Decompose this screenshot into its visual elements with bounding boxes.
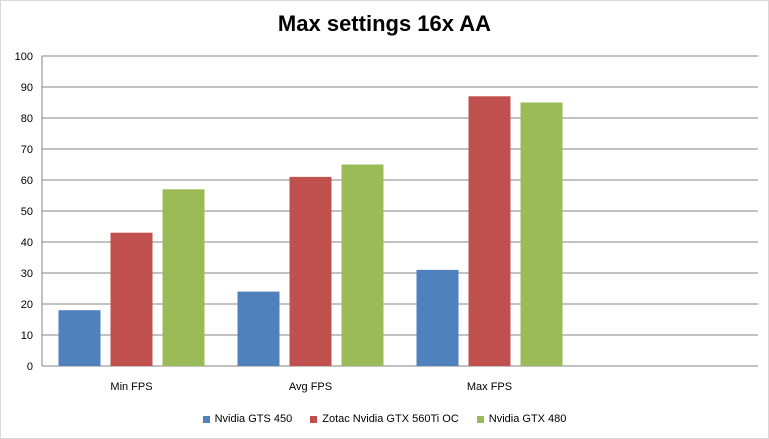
y-tick-label: 20 [21, 299, 33, 311]
y-tick-label: 60 [21, 175, 33, 187]
chart-title: Max settings 16x AA [277, 11, 492, 36]
bar-nvidia-gtx-480-avg-fps [341, 164, 384, 366]
y-tick-label: 90 [21, 82, 33, 94]
x-category-label: Min FPS [110, 381, 152, 393]
legend-item: Nvidia GTX 480 [476, 413, 567, 425]
legend-label: Nvidia GTX 480 [488, 413, 567, 425]
legend-label: Nvidia GTS 450 [214, 413, 293, 425]
chart-legend: Nvidia GTS 450 Zotac Nvidia GTX 560Ti OC N… [1, 413, 768, 425]
x-category-label: Max FPS [467, 381, 512, 393]
y-tick-label: 40 [21, 237, 33, 249]
bar-zotac-nvidia-gtx-560ti-oc-avg-fps [289, 176, 332, 366]
y-tick-label: 10 [21, 330, 33, 342]
legend-swatch [310, 415, 318, 423]
legend-swatch [476, 415, 484, 423]
bar-zotac-nvidia-gtx-560ti-oc-max-fps [468, 96, 511, 367]
x-category-label: Avg FPS [289, 381, 332, 393]
y-tick-label: 70 [21, 144, 33, 156]
bar-nvidia-gts-450-avg-fps [237, 291, 280, 366]
y-tick-label: 50 [21, 206, 33, 218]
bar-nvidia-gts-450-min-fps [58, 310, 101, 366]
bar-zotac-nvidia-gtx-560ti-oc-min-fps [110, 232, 153, 366]
bar-nvidia-gtx-480-min-fps [162, 189, 205, 366]
legend-item: Zotac Nvidia GTX 560Ti OC [310, 413, 459, 425]
bar-nvidia-gts-450-max-fps [416, 269, 459, 366]
y-tick-label: 100 [15, 51, 33, 63]
legend-swatch [202, 415, 210, 423]
y-tick-label: 30 [21, 268, 33, 280]
y-tick-label: 80 [21, 113, 33, 125]
legend-item: Nvidia GTS 450 [202, 413, 293, 425]
bar-nvidia-gtx-480-max-fps [520, 102, 563, 366]
y-tick-label: 0 [27, 361, 33, 373]
legend-label: Zotac Nvidia GTX 560Ti OC [322, 413, 459, 425]
